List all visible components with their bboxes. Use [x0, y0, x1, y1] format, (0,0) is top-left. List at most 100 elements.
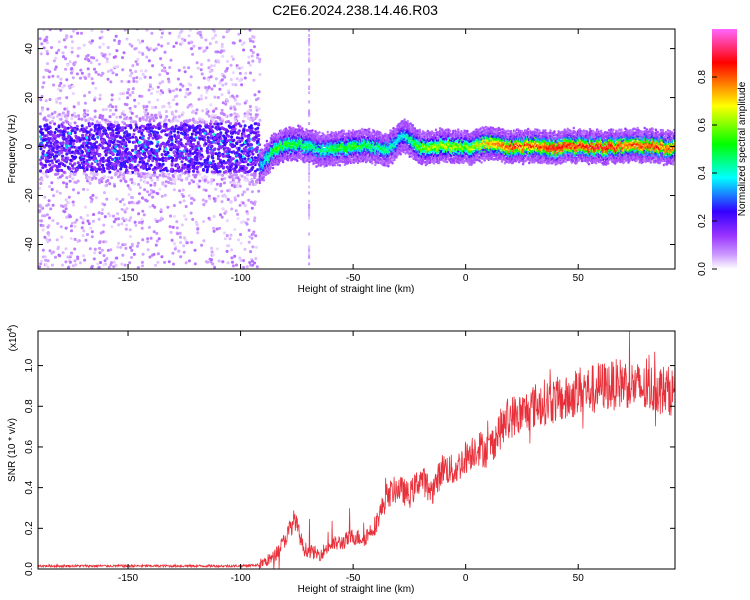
spectrogram-cell: [188, 154, 192, 158]
spectrogram-cell: [135, 114, 139, 118]
spectrogram-cell: [151, 105, 155, 109]
spectrogram-cell: [129, 188, 132, 191]
spectrogram-cell: [82, 172, 86, 176]
spectrogram-cell: [184, 152, 188, 156]
spectrogram-cell: [64, 203, 68, 207]
spectrogram-cell: [164, 110, 168, 113]
spectrogram-cell: [151, 136, 155, 140]
spectrogram-cell: [48, 249, 52, 253]
spectrogram-cell: [57, 40, 61, 44]
spectrogram-cell: [204, 199, 208, 203]
spectrogram-cell: [76, 31, 80, 35]
spectrogram-cell: [178, 157, 182, 160]
spectrogram-cell: [205, 180, 209, 183]
spectrogram-cell: [94, 70, 98, 74]
spectrogram-cell: [213, 199, 217, 203]
spectrogram-cell: [235, 263, 238, 267]
spectrogram-cell: [258, 73, 262, 76]
spectrogram-cell: [156, 98, 160, 102]
spectrogram-cell: [110, 146, 114, 150]
spectrogram-cell: [127, 80, 131, 84]
spectrogram-cell: [164, 127, 168, 131]
spectrogram-cell: [165, 133, 169, 137]
spectrogram-cell: [112, 55, 116, 59]
spectrogram-cell: [128, 235, 132, 238]
spectrogram-cell: [72, 142, 75, 146]
spectrogram-cell: [174, 109, 178, 113]
spectrogram-cell: [174, 41, 178, 45]
spectrogram-cell: [88, 247, 92, 251]
spectrogram-cell: [62, 132, 66, 136]
spectrogram-cell: [192, 44, 196, 48]
spectrogram-cell: [149, 188, 153, 192]
spectrogram-cell: [123, 210, 127, 214]
spectrogram-cell: [186, 105, 190, 109]
spectrogram-cell: [186, 119, 190, 123]
spectrogram-cell: [117, 160, 121, 164]
spectrogram-cell: [201, 198, 205, 202]
spectrogram-cell: [94, 151, 98, 155]
spectrogram-cell: [212, 226, 216, 230]
spectrogram-cell: [187, 174, 191, 178]
spectrogram-cell: [176, 152, 180, 156]
spectrogram-cell: [122, 51, 126, 55]
spectrogram-cell: [254, 245, 258, 249]
spectrogram-cell: [191, 152, 195, 156]
spectrogram-cell: [138, 186, 142, 189]
spectrogram-cell: [217, 147, 221, 151]
spectrogram-cell: [225, 234, 229, 238]
spectrogram-cell: [197, 161, 201, 165]
spectrogram-cell: [230, 256, 234, 260]
spectrogram-cell: [153, 166, 157, 170]
spectrogram-cell: [199, 157, 203, 161]
spectrogram-cell: [159, 208, 163, 212]
spectrogram-cell: [254, 113, 258, 117]
spectrogram-cell: [90, 152, 94, 156]
spectrogram-cell: [325, 164, 328, 167]
spectrogram-cell: [160, 69, 164, 73]
spectrogram-cell: [144, 198, 148, 202]
spectrogram-cell: [75, 124, 79, 128]
spectrogram-cell: [308, 199, 311, 203]
spectrogram-cell: [154, 263, 157, 267]
spectrogram-cell: [92, 172, 96, 176]
spectrogram-cell: [232, 105, 236, 109]
spectrogram-cell: [112, 265, 116, 269]
spectrogram-cell: [64, 113, 68, 117]
spectrogram-cell: [203, 131, 207, 135]
spectrogram-cell: [246, 217, 250, 221]
spectrogram-cell: [147, 155, 151, 159]
spectrogram-cell: [128, 42, 132, 46]
spectrogram-cell: [124, 218, 128, 222]
spectrogram-cell: [89, 122, 93, 126]
spectrogram-cell: [69, 35, 73, 39]
spectrogram-cell: [107, 159, 111, 163]
spectrogram-cell: [203, 49, 207, 52]
spectrogram-cell: [248, 159, 252, 163]
spectrogram-cell: [198, 46, 201, 50]
spectrogram-cell: [109, 123, 113, 126]
spectrogram-cell: [222, 147, 226, 151]
spectrogram-cell: [229, 131, 233, 135]
spectrogram-cell: [137, 38, 141, 42]
spectrogram-cell: [62, 170, 66, 174]
spectrogram-cell: [97, 217, 101, 221]
spectrogram-cell: [121, 217, 125, 220]
spectrogram-cell: [131, 135, 135, 139]
spectrogram-cell: [140, 218, 144, 221]
spectrogram-cell: [104, 108, 108, 111]
spectrogram-cell: [41, 248, 45, 252]
spectrogram-cell: [248, 105, 252, 108]
spectrogram-cell: [209, 122, 212, 126]
spectrogram-cell: [116, 65, 120, 69]
spectrogram-cell: [88, 178, 92, 182]
spectrogram-cell: [119, 200, 123, 204]
spectrogram-cell: [40, 219, 44, 223]
spectrogram-cell: [216, 50, 220, 54]
spectrogram-cell: [42, 81, 46, 85]
spectrogram-cell: [100, 139, 104, 142]
spectrogram-cell: [83, 169, 86, 173]
spectrogram-cell: [216, 122, 220, 126]
spectrogram-cell: [145, 55, 149, 59]
spectrogram-cell: [204, 38, 208, 42]
